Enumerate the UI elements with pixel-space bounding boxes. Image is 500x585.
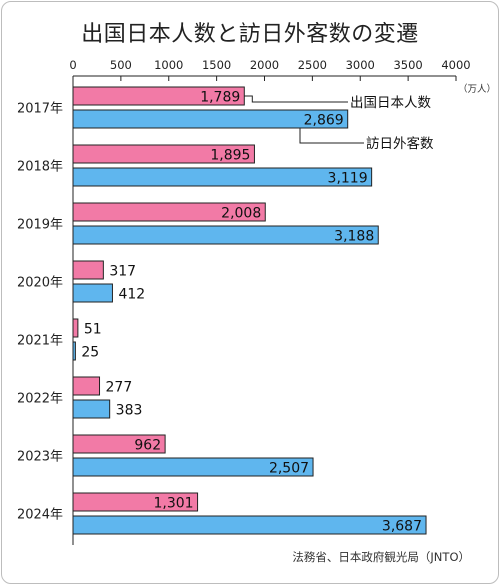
data-label: 3,119 [328, 171, 368, 187]
bar [72, 492, 199, 512]
unit-label: （万人） [458, 83, 496, 95]
legend-leader [244, 95, 348, 103]
category-label: 2023年 [17, 450, 63, 465]
chart-title: 出国日本人数と訪日外客数の変遷 [81, 22, 419, 47]
x-tick-label: 2000 [250, 58, 279, 72]
bar [72, 225, 379, 245]
data-label: 2,507 [269, 461, 309, 477]
data-label: 3,188 [334, 229, 374, 245]
data-label: 1,789 [200, 90, 240, 106]
data-label: 2,869 [304, 113, 344, 129]
bar [72, 144, 255, 164]
category-label: 2022年 [17, 392, 63, 407]
data-label: 383 [116, 403, 143, 419]
category-label: 2019年 [17, 218, 63, 233]
bar [72, 457, 314, 477]
x-tick-label: 4000 [441, 58, 470, 72]
category-label: 2020年 [17, 276, 63, 291]
bar [72, 283, 113, 303]
bar [72, 202, 266, 222]
legend-label: 訪日外客数 [366, 135, 434, 152]
data-label: 412 [118, 287, 145, 303]
legend-label: 出国日本人数 [350, 95, 431, 111]
x-tick-label: 1000 [154, 58, 183, 72]
data-label: 962 [134, 438, 161, 454]
data-label: 51 [84, 322, 102, 338]
bar [72, 434, 166, 454]
bar [72, 376, 101, 396]
bar [72, 515, 427, 535]
data-label: 317 [109, 264, 136, 280]
category-label: 2018年 [17, 160, 63, 175]
x-tick-label: 1500 [202, 58, 231, 72]
bar [72, 318, 79, 338]
bar [72, 260, 104, 280]
bar [72, 109, 349, 129]
data-label: 3,687 [382, 519, 422, 535]
legend-leader [299, 128, 364, 144]
source-note: 法務省、日本政府観光局（JNTO） [292, 550, 470, 564]
bar [72, 167, 373, 187]
category-label: 2024年 [17, 508, 63, 523]
data-label: 1,895 [210, 148, 250, 164]
x-tick-label: 500 [110, 58, 132, 72]
x-tick-label: 2500 [298, 58, 327, 72]
category-label: 2017年 [17, 102, 63, 117]
x-tick-label: 0 [69, 58, 76, 72]
x-tick-label: 3000 [346, 58, 375, 72]
bar [72, 399, 111, 419]
category-label: 2021年 [17, 334, 63, 349]
bar [72, 341, 76, 361]
data-label: 2,008 [221, 206, 261, 222]
data-label: 1,301 [153, 496, 193, 512]
data-label: 277 [106, 380, 133, 396]
data-label: 25 [81, 345, 99, 361]
x-tick-label: 3500 [393, 58, 422, 72]
